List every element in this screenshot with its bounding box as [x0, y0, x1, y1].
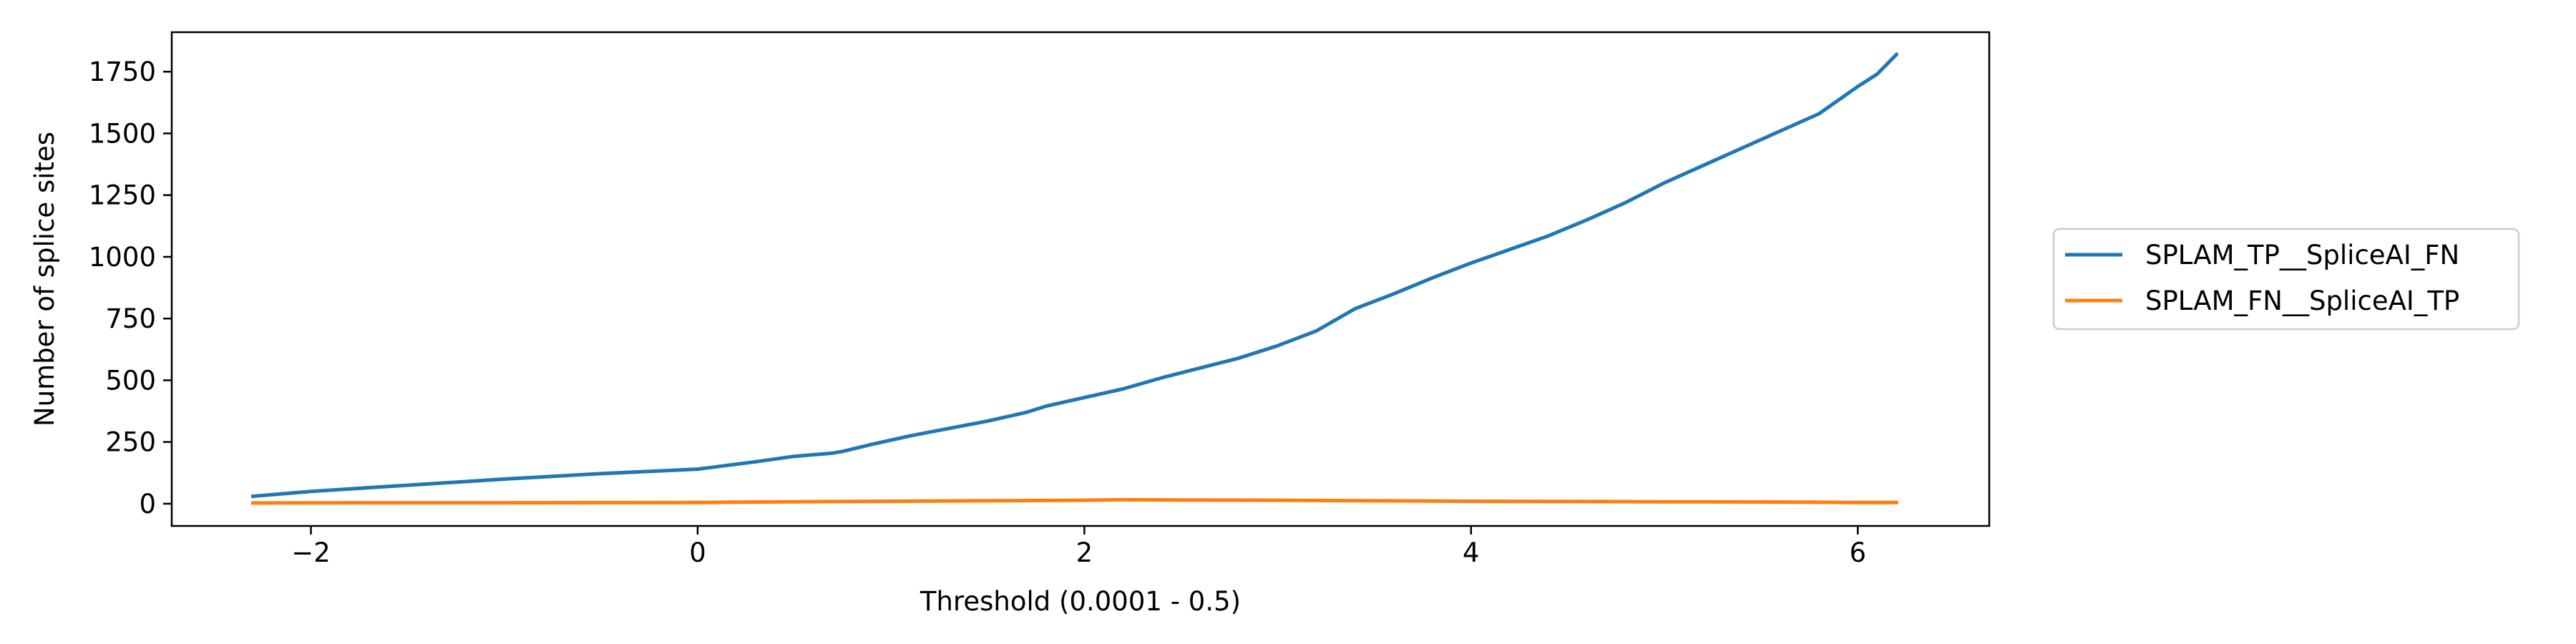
y-tick-label: 500 [105, 365, 156, 396]
series-line-1 [250, 497, 1898, 505]
y-tick-label: 1500 [89, 118, 156, 149]
x-tick-label: 6 [1849, 537, 1866, 568]
y-tick-label: 1750 [89, 57, 156, 87]
x-tick-label: 0 [689, 537, 706, 568]
legend-box [2052, 228, 2520, 331]
y-tick-label: 250 [105, 427, 156, 458]
legend-label-1: SPLAM_FN__SpliceAI_TP [2145, 286, 2459, 316]
y-axis-label: Number of splice sites [29, 132, 60, 426]
x-tick-label: −2 [291, 537, 331, 568]
x-tick-label: 4 [1463, 537, 1480, 568]
legend: SPLAM_TP__SpliceAI_FN SPLAM_FN__SpliceAI_… [2052, 228, 2520, 331]
y-tick-label: 0 [139, 489, 156, 519]
y-axis: 0 250 500 750 1000 1250 1500 1750 [89, 57, 172, 519]
x-tick-label: 2 [1076, 537, 1093, 568]
x-axis: −2 0 2 4 6 [291, 526, 1866, 568]
y-tick-label: 1250 [89, 180, 156, 211]
plot-area [250, 52, 1899, 505]
x-axis-label: Threshold (0.0001 - 0.5) [919, 586, 1241, 617]
plot-frame [170, 31, 1991, 527]
series-line-0 [250, 52, 1899, 499]
legend-label-0: SPLAM_TP__SpliceAI_FN [2145, 240, 2459, 270]
y-tick-label: 750 [105, 303, 156, 334]
y-tick-label: 1000 [89, 242, 156, 273]
